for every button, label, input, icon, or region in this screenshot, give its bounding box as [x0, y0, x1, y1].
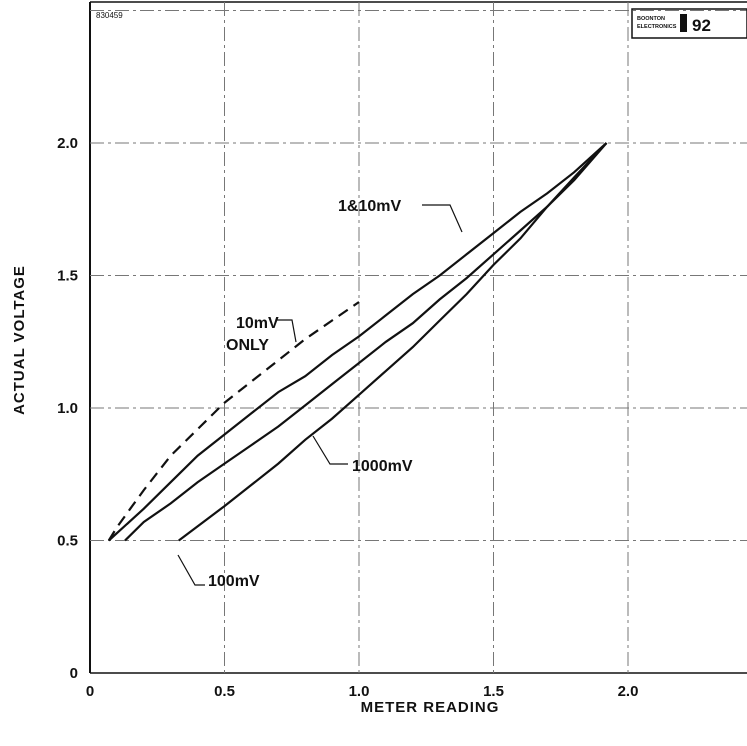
x-tick-label: 0: [86, 683, 94, 700]
x-tick-label: 1.5: [483, 683, 504, 700]
series-line-1000mv: [178, 142, 608, 542]
x-tick-label: 2.0: [618, 683, 639, 700]
y-tick-label: 1.5: [57, 268, 78, 285]
leader-100mv: [177, 554, 205, 586]
y-tick-label: 2.0: [57, 135, 78, 152]
annotation-only: ONLY: [226, 337, 269, 354]
y-axis-title: ACTUAL VOLTAGE: [11, 265, 28, 415]
leader-1-10mv: [422, 204, 463, 233]
leader-1000mv: [312, 435, 348, 465]
series-line-10mv-only: [107, 301, 360, 542]
series-lines: [107, 142, 608, 542]
y-tick-label: 1.0: [57, 400, 78, 417]
x-tick-label: 0.5: [214, 683, 235, 700]
grid: [90, 2, 747, 673]
svg-text:BOONTON: BOONTON: [637, 16, 665, 22]
brand-number: 92: [692, 16, 711, 35]
y-tick-label: 0.5: [57, 533, 78, 550]
x-tick-label: 1.0: [349, 683, 370, 700]
brand-logo: BOONTON ELECTRONICS 92: [631, 8, 747, 39]
tick-labels: 0 0.5 1.0 1.5 2.0 0 0.5 1.0 1.5 2.0: [57, 135, 638, 700]
annotation-10mv: 10mV: [236, 315, 279, 332]
series-line-1-and-10mv: [108, 142, 608, 542]
y-tick-label: 0: [70, 665, 78, 682]
series-line-100mv: [124, 142, 608, 542]
svg-text:ELECTRONICS: ELECTRONICS: [637, 24, 677, 30]
document-number: 830459: [96, 11, 123, 20]
annotation-100mv: 100mV: [208, 573, 260, 590]
x-axis-title: METER READING: [361, 699, 500, 716]
annotation-leaders: [177, 204, 463, 586]
annotation-1000mv: 1000mV: [352, 458, 413, 475]
leader-10mv-only: [276, 319, 297, 343]
annotation-1-10mv: 1&10mV: [338, 198, 401, 215]
